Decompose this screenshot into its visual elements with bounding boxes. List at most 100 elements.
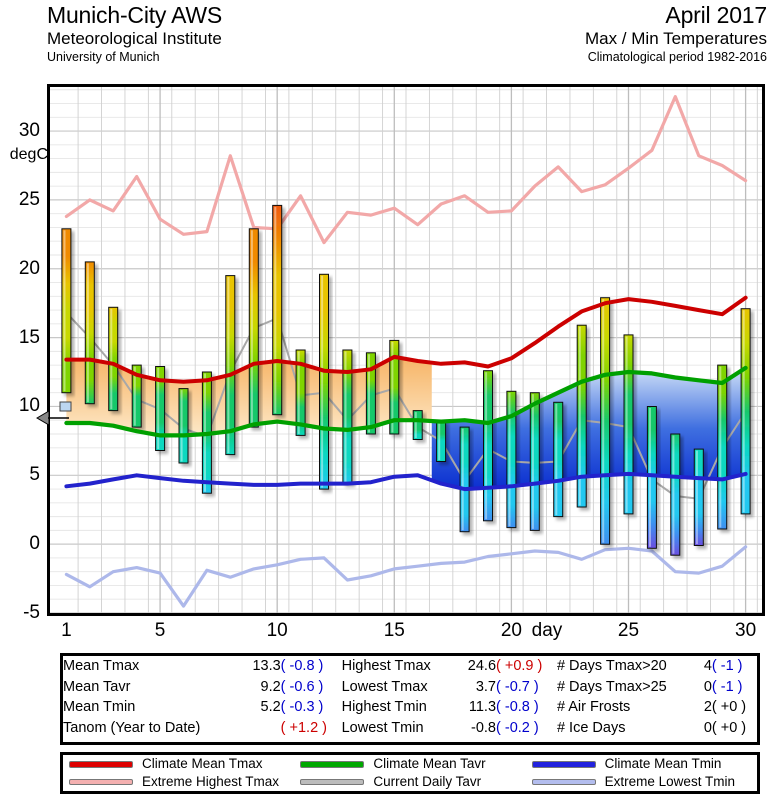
legend-item: Climate Mean Tmin — [531, 756, 757, 771]
x-tick-label-25: 25 — [617, 620, 640, 641]
day-bar-highlight — [250, 230, 253, 426]
stats-value: 5.2 — [260, 699, 281, 715]
y-tick-label-20: 20 — [18, 257, 40, 279]
stats-value: 9.2 — [260, 678, 281, 695]
stats-row: Mean Tmin 5.2( -0.3 ) Highest Tmin 11.3( -0… — [63, 697, 757, 718]
day-bar-highlight — [86, 263, 89, 403]
x-tick-label-10: 10 — [266, 620, 288, 641]
day-bar-highlight — [531, 394, 534, 529]
stats-anomaly: ( +0.9 ) — [496, 658, 543, 674]
stats-value: 0 — [703, 719, 712, 736]
day-bar — [670, 433, 681, 556]
y-tick-label-30: 30 — [18, 120, 40, 142]
legend-label: Climate Mean Tmin — [604, 756, 722, 771]
day-bar-highlight — [63, 230, 66, 392]
statistics-table: Mean Tmax 13.3( -0.8 ) Highest Tmax 24.6( +… — [60, 653, 760, 745]
stats-value: 13.3 — [252, 658, 281, 674]
statistics-grid: Mean Tmax 13.3( -0.8 ) Highest Tmax 24.6( +… — [63, 656, 757, 738]
day-bar — [506, 390, 517, 529]
stats-value: -0.8 — [471, 719, 497, 736]
day-bar — [623, 334, 634, 515]
day-bar — [553, 401, 564, 518]
legend-item: Extreme Lowest Tmin — [531, 774, 757, 789]
day-bar — [319, 273, 329, 490]
chart-svg — [50, 87, 762, 613]
day-bar — [365, 352, 376, 435]
x-tick-label-5: 5 — [154, 620, 166, 641]
day-bar-highlight — [485, 372, 488, 520]
day-bar-highlight — [297, 351, 300, 434]
stats-anomaly: ( -0.2 ) — [496, 719, 539, 736]
stats-anomaly: ( -0.8 ) — [280, 658, 324, 674]
day-bar — [131, 364, 142, 428]
stats-value: 24.6 — [467, 658, 497, 674]
x-tick-label-1: 1 — [61, 620, 72, 641]
x-tick-label-20: 20 — [500, 620, 522, 641]
day-bar — [483, 370, 493, 522]
stats-label: # Days Tmax>25 — [556, 678, 667, 695]
chart-legend: Climate Mean Tmax Extreme Highest Tmax Cl… — [60, 752, 760, 794]
legend-color-swatch — [300, 760, 365, 768]
legend-color-swatch — [300, 779, 365, 785]
day-bar-highlight — [227, 277, 230, 454]
day-bar-highlight — [391, 341, 394, 433]
legend-label: Extreme Highest Tmax — [142, 774, 280, 789]
station-title: Munich-City AWS — [47, 2, 223, 28]
day-bar-highlight — [180, 390, 183, 462]
stats-value: 2 — [703, 699, 712, 715]
day-bar-highlight — [461, 428, 464, 531]
stats-label: Lowest Tmax — [341, 678, 428, 695]
stats-value: 3.7 — [475, 678, 497, 695]
legend-color-swatch — [69, 760, 133, 768]
day-bar — [600, 297, 611, 545]
day-bar — [389, 339, 400, 435]
day-bar-highlight — [602, 299, 605, 543]
stats-label: Mean Tmax — [63, 658, 140, 674]
day-bar-highlight — [133, 366, 136, 426]
stats-row: Mean Tavr 9.2( -0.6 ) Lowest Tmax 3.7( -0.7… — [63, 677, 757, 698]
university-name: University of Munich — [47, 50, 160, 64]
stats-anomaly: ( -0.3 ) — [280, 699, 324, 715]
legend-item: Extreme Highest Tmax — [69, 775, 294, 789]
stats-label: Highest Tmax — [341, 658, 431, 674]
stats-label: # Ice Days — [556, 719, 626, 736]
stats-label: Mean Tmin — [63, 699, 136, 715]
y-tick-label-5: 5 — [29, 464, 40, 486]
day-bar-highlight — [555, 403, 558, 516]
legend-color-swatch — [531, 760, 596, 768]
legend-item: Climate Mean Tmax — [69, 757, 294, 771]
extreme-lowest-tmin-line — [64, 545, 748, 608]
stats-anomaly: ( -0.7 ) — [496, 678, 539, 695]
day-bar-highlight — [321, 275, 324, 488]
day-bar — [155, 366, 166, 451]
x-axis-title: day — [531, 620, 563, 641]
legend-item: Climate Mean Tavr — [300, 757, 525, 771]
stats-anomaly: ( -1 ) — [711, 678, 743, 695]
stats-value: 0 — [703, 678, 712, 695]
stats-anomaly: ( -1 ) — [711, 658, 743, 674]
climate-mean-tmin-line — [64, 471, 748, 492]
day-bar-highlight — [508, 392, 511, 527]
day-bar-highlight — [695, 450, 698, 544]
legend-label: Extreme Lowest Tmin — [604, 774, 735, 789]
stats-label: Tanom (Year to Date) — [63, 719, 201, 736]
day-bar — [178, 388, 189, 464]
stats-label: Mean Tavr — [63, 678, 131, 695]
header-left-block: Munich-City AWS Meteorological Institute… — [47, 3, 222, 66]
day-bar — [225, 275, 236, 456]
daily-temperature-bars — [61, 204, 751, 556]
y-tick-label-15: 15 — [18, 326, 40, 348]
day-bar-highlight — [578, 326, 581, 506]
day-bar — [717, 364, 728, 530]
day-bar-highlight — [672, 435, 675, 554]
legend-label: Climate Mean Tavr — [373, 756, 486, 771]
legend-column-3: Climate Mean Tmin Extreme Lowest Tmin — [526, 757, 757, 789]
day-bar — [459, 426, 470, 533]
day-bar — [248, 228, 259, 428]
chart-subtitle: Max / Min Temperatures — [584, 29, 767, 48]
day-bar — [693, 448, 704, 547]
mean-tavr-marker-box-icon — [59, 401, 72, 412]
stats-value — [244, 718, 281, 739]
stats-row: Mean Tmax 13.3( -0.8 ) Highest Tmax 24.6( +… — [63, 656, 757, 677]
stats-row: Tanom (Year to Date) ( +1.2 ) Lowest Tmin -… — [63, 718, 757, 739]
